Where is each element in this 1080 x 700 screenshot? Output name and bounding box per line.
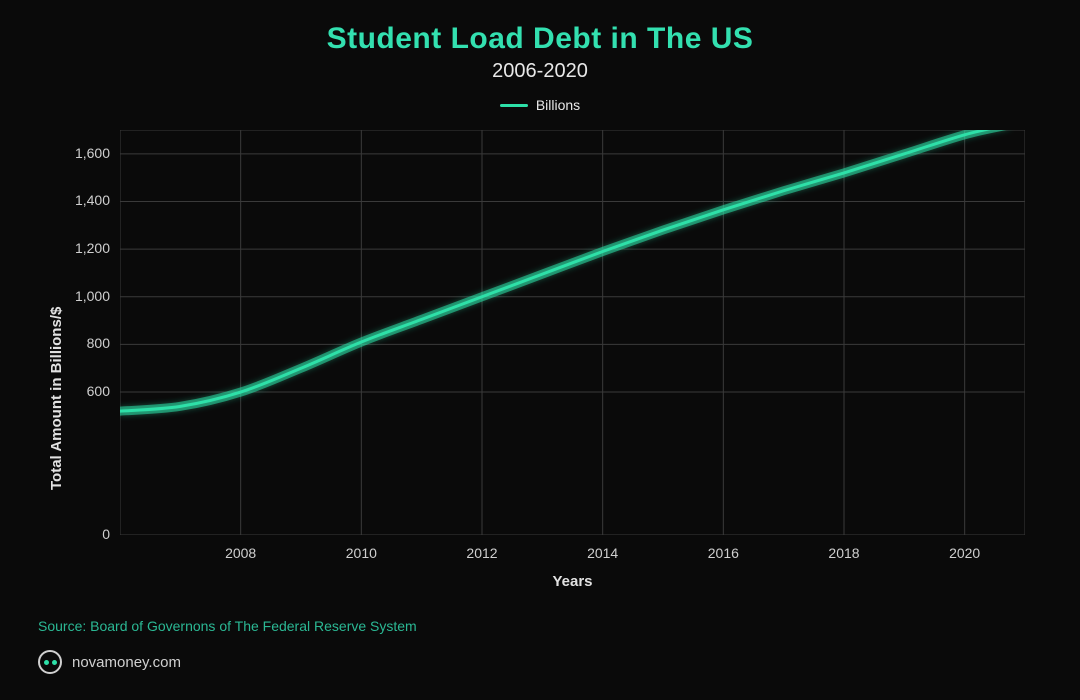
y-tick-label: 800 bbox=[87, 335, 110, 351]
y-tick-label: 1,000 bbox=[75, 288, 110, 304]
line-chart bbox=[120, 130, 1025, 535]
legend-swatch bbox=[500, 104, 528, 107]
x-tick-label: 2018 bbox=[828, 545, 859, 561]
x-tick-label: 2016 bbox=[708, 545, 739, 561]
y-tick-label: 1,400 bbox=[75, 192, 110, 208]
x-tick-label: 2020 bbox=[949, 545, 980, 561]
chart-svg bbox=[120, 130, 1025, 535]
x-axis-label: Years bbox=[552, 573, 592, 590]
brand: novamoney.com bbox=[38, 650, 181, 674]
y-axis-label: Total Amount in Billions/$ bbox=[48, 307, 65, 490]
y-tick-label: 1,200 bbox=[75, 240, 110, 256]
x-tick-label: 2012 bbox=[466, 545, 497, 561]
source-text: Source: Board of Governons of The Federa… bbox=[38, 618, 417, 634]
y-tick-label: 600 bbox=[87, 383, 110, 399]
brand-text: novamoney.com bbox=[72, 654, 181, 671]
chart-legend: Billions bbox=[0, 97, 1080, 113]
x-tick-label: 2008 bbox=[225, 545, 256, 561]
x-tick-label: 2014 bbox=[587, 545, 618, 561]
y-tick-label: 0 bbox=[102, 526, 110, 542]
legend-label: Billions bbox=[536, 97, 580, 113]
brand-logo-icon bbox=[38, 650, 62, 674]
chart-subtitle: 2006-2020 bbox=[0, 60, 1080, 83]
x-tick-label: 2010 bbox=[346, 545, 377, 561]
y-tick-label: 1,600 bbox=[75, 145, 110, 161]
chart-title: Student Load Debt in The US bbox=[0, 0, 1080, 56]
